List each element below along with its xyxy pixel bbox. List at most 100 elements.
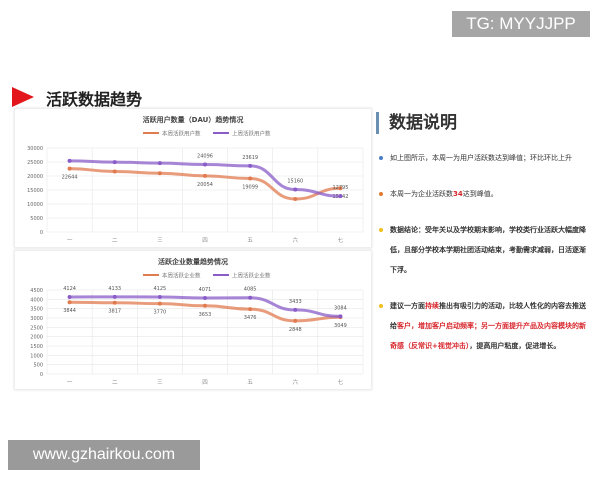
data-explanation-panel: 数据说明 如上图所示，本周一为用户活跃数达到峰值；环比环比上升 本周一为企业活跃数… [376, 112, 590, 372]
data-point [293, 187, 298, 192]
y-tick-label: 3500 [30, 307, 43, 313]
y-tick-label: 20000 [27, 174, 43, 180]
legend-label: 本周活跃用户数 [162, 130, 201, 138]
legend-label: 上周活跃用户数 [232, 130, 271, 138]
explanation-text: 达到峰值。 [462, 190, 498, 198]
data-point [293, 307, 298, 312]
y-tick-label: 1500 [30, 344, 43, 350]
data-point [338, 186, 343, 191]
y-tick-label: 4500 [30, 288, 43, 294]
data-label: 19099 [242, 185, 258, 191]
triangle-marker-icon [12, 87, 34, 107]
x-tick-label: 五 [247, 237, 253, 244]
x-tick-label: 二 [112, 238, 118, 244]
bullet-dot-icon [379, 228, 383, 232]
data-label: 12795 [332, 185, 348, 191]
data-label: 4085 [244, 287, 257, 293]
data-point [157, 171, 162, 176]
data-point [112, 160, 117, 165]
data-point [67, 300, 72, 305]
x-tick-label: 七 [338, 378, 344, 386]
legend-label: 本周活跃企业数 [162, 272, 201, 280]
data-label: 3049 [334, 323, 347, 329]
chart-title: 活跃用户数量（DAU）趋势情况 [143, 115, 244, 124]
data-label: 2848 [289, 327, 302, 333]
data-point [293, 318, 298, 323]
watermark-bottom: www.gzhairkou.com [8, 440, 200, 470]
data-point [67, 166, 72, 171]
data-label: 3817 [108, 309, 121, 315]
data-point [203, 173, 207, 178]
y-tick-label: 15000 [27, 188, 43, 194]
watermark-top: TG: MYYJJPP [452, 11, 590, 37]
data-label: 15160 [287, 179, 303, 185]
data-point [248, 307, 253, 312]
explanation-text: 如上图所示，本周一为用户活跃数达到峰值；环比环比上升 [390, 154, 572, 162]
dau-chart-card: 活跃用户数量（DAU）趋势情况 本周活跃用户数 上周活跃用户数 0 5000 10000 1… [14, 108, 372, 248]
data-point [157, 161, 162, 166]
explanation-text: 建议一方面 [390, 302, 425, 310]
bullet-dot-icon [379, 156, 383, 160]
explanation-text: 本周一为企业活跃数 [390, 190, 453, 198]
data-point [67, 295, 72, 300]
x-tick-label: 一 [67, 380, 73, 386]
data-point [203, 162, 207, 167]
data-point [67, 158, 72, 163]
data-point [203, 296, 207, 301]
data-point [338, 194, 343, 199]
x-tick-label: 六 [293, 378, 299, 386]
y-tick-label: 0 [40, 230, 43, 236]
data-point [157, 301, 162, 306]
chart-title: 活跃企业数量趋势情况 [158, 257, 228, 266]
data-label: 3433 [289, 299, 302, 305]
y-tick-label: 500 [33, 363, 43, 369]
data-point [338, 314, 343, 319]
data-point [293, 196, 298, 201]
explanation-item: 数据结论：受年关以及学校期末影响，学校类行业活跃大幅度降低，且部分学校本学期社团… [376, 220, 590, 280]
x-tick-label: 五 [247, 379, 253, 386]
explanation-text: 数据结论：受年关以及学校期末影响，学校类行业活跃大幅度降低，且部分学校本学期社团… [390, 226, 586, 274]
data-label: 3084 [334, 305, 347, 311]
x-tick-label: 二 [112, 380, 118, 386]
data-point [248, 295, 253, 300]
explanation-text: 客户，增加客户启动频率；另一方面提升产品及内容模块的新奇感（反常识+视觉冲击） [390, 322, 586, 350]
data-point [112, 169, 117, 174]
panel-title: 数据说明 [376, 112, 590, 134]
section-title: 活跃数据趋势 [46, 90, 143, 109]
data-label: 3770 [153, 310, 166, 316]
data-label: 23619 [242, 155, 258, 161]
enterprise-chart-card: 活跃企业数量趋势情况 本周活跃企业数 上周活跃企业数 0 500 1000 1500 2000… [14, 250, 372, 390]
data-label: 20054 [197, 182, 213, 188]
explanation-text: 持续 [425, 302, 439, 310]
y-tick-label: 1000 [30, 353, 43, 359]
y-tick-label: 2500 [30, 325, 43, 331]
data-label: 3653 [199, 312, 212, 318]
explanation-item: 建议一方面持续推出有吸引力的活动，比较人性化的内容去推送给客户，增加客户启动频率… [376, 296, 590, 356]
explanation-item: 本周一为企业活跃数34达到峰值。 [376, 184, 590, 204]
y-tick-label: 25000 [27, 160, 43, 166]
explanation-text: 推出有吸引力的活动，比较人性化的内容去推送给 [390, 302, 586, 330]
explanation-text: ，提高用户粘度，促进增长。 [469, 342, 561, 350]
x-tick-label: 三 [157, 379, 163, 386]
legend-label: 上周活跃企业数 [232, 272, 271, 280]
data-label: 24096 [197, 154, 213, 160]
data-point [248, 176, 253, 181]
y-tick-label: 30000 [27, 146, 43, 152]
data-point [203, 303, 207, 308]
data-label: 22644 [62, 175, 78, 181]
data-point [112, 294, 117, 299]
bullet-dot-icon [379, 304, 383, 308]
data-label: 4125 [153, 286, 166, 292]
explanation-text: 34 [453, 190, 463, 198]
x-tick-label: 六 [293, 236, 299, 244]
data-label: 3844 [63, 308, 76, 314]
data-label: 4124 [63, 286, 76, 292]
y-tick-label: 10000 [27, 202, 43, 208]
explanation-item: 如上图所示，本周一为用户活跃数达到峰值；环比环比上升 [376, 148, 590, 168]
data-point [248, 163, 253, 168]
x-tick-label: 四 [202, 379, 208, 386]
x-tick-label: 三 [157, 237, 163, 244]
y-tick-label: 4000 [30, 297, 43, 303]
